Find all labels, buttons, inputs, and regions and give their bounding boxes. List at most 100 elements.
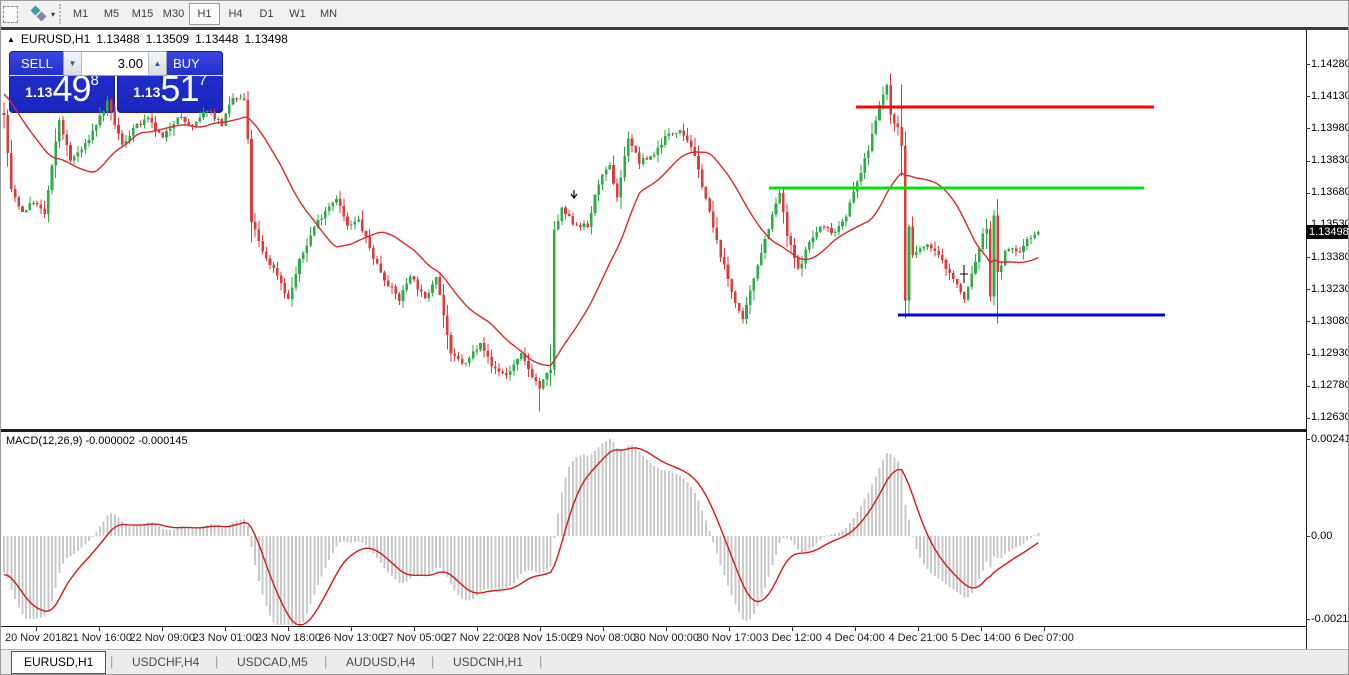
buy-panel[interactable]: BUY 1.13517 — [117, 51, 223, 113]
tf-button-M5[interactable]: M5 — [103, 8, 120, 20]
price-axis-label: 1.13830 — [1311, 154, 1349, 167]
time-axis-label: 30 Nov 00:00 — [633, 632, 699, 644]
arrow-down-object — [570, 190, 578, 199]
sell-button[interactable]: SELL — [9, 53, 77, 76]
price-axis-label: 1.13380 — [1311, 250, 1349, 263]
cross-object — [960, 265, 968, 283]
price-axis-tick — [1306, 64, 1310, 65]
time-axis-label: 22 Nov 09:00 — [129, 632, 195, 644]
time-axis-tick — [1044, 626, 1045, 631]
indicator-diamond-gray — [36, 11, 47, 22]
ohlc-high: 1.13509 — [145, 32, 190, 46]
price-axis-line — [1306, 30, 1307, 649]
price-axis-tick — [1306, 257, 1310, 259]
time-axis-tick — [414, 626, 415, 631]
price-axis-tick — [1306, 321, 1310, 323]
macd-indicator-chart[interactable] — [1, 434, 1306, 626]
chart-header: ▲ EURUSD,H1 1.13488 1.13509 1.13448 1.13498 — [7, 32, 294, 46]
tf-button-D1[interactable]: D1 — [259, 8, 274, 20]
macd-axis-label: 0.00 — [1311, 529, 1333, 542]
chart-tab-usdcadm5[interactable]: USDCAD,M5 — [237, 655, 308, 669]
tf-button-M15[interactable]: M15 — [131, 8, 154, 20]
time-axis-tick — [729, 626, 730, 631]
tab-separator: | — [110, 654, 114, 669]
buy-price-sup: 7 — [198, 72, 207, 89]
time-axis-label: 23 Nov 01:00 — [192, 632, 258, 644]
tab-separator: | — [215, 654, 219, 669]
time-axis-tick — [225, 626, 226, 631]
time-axis-tick — [288, 626, 289, 631]
time-axis-tick — [603, 626, 604, 631]
time-axis-tick — [36, 626, 37, 631]
time-axis-label: 4 Dec 21:00 — [888, 632, 948, 644]
toolbar-divider — [1, 27, 1348, 30]
price-axis-tick — [1306, 353, 1310, 355]
time-axis-tick — [855, 626, 856, 631]
tab-separator: | — [539, 654, 543, 669]
price-axis-tick — [1306, 289, 1310, 291]
price-axis-tick — [1306, 160, 1310, 162]
chart-tab-audusdh4[interactable]: AUDUSD,H4 — [346, 655, 416, 669]
time-axis-tick — [540, 626, 541, 631]
time-axis-tick — [477, 626, 478, 631]
tf-button-H1[interactable]: H1 — [189, 3, 220, 25]
price-axis-tick — [1306, 96, 1310, 98]
chart-title: EURUSD,H1 — [20, 32, 91, 46]
price-axis-label: 1.12630 — [1311, 411, 1349, 424]
ohlc-open: 1.13488 — [96, 32, 140, 46]
tf-button-M30[interactable]: M30 — [162, 8, 185, 20]
chart-shift-icon[interactable] — [3, 6, 18, 23]
moving-average-line — [3, 93, 1039, 367]
tab-separator: | — [324, 654, 328, 669]
ohlc-low: 1.13448 — [195, 32, 239, 46]
price-axis-label: 1.14130 — [1311, 89, 1349, 102]
time-axis-tick — [792, 626, 793, 631]
time-axis-label: 27 Nov 22:00 — [444, 632, 510, 644]
tf-button-MN[interactable]: MN — [319, 8, 338, 20]
buy-price-small: 1.13 — [133, 84, 161, 100]
price-axis-label: 1.13230 — [1311, 282, 1349, 295]
macd-indicator-label: MACD(12,26,9) -0.000002 -0.000145 — [6, 435, 188, 447]
chevron-down-icon[interactable]: ▾ — [51, 10, 56, 19]
time-axis-tick — [918, 626, 919, 631]
current-price-badge: 1.13498 — [1306, 225, 1348, 239]
time-axis-label: 20 Nov 2018 — [5, 632, 68, 644]
time-axis-tick — [351, 626, 352, 631]
chart-tab-bar: EURUSD,H1 | USDCHF,H4 | USDCAD,M5 | AUDUSD,H4 |… — [1, 650, 1348, 674]
indicators-icon[interactable] — [29, 5, 49, 22]
timeframe-buttons: M1 M5 M15 M30 H1 H4 D1 W1 MN — [65, 3, 344, 25]
price-axis-label: 1.14280 — [1311, 57, 1349, 70]
price-axis-label: 1.12780 — [1311, 379, 1349, 392]
price-axis-label: 1.12930 — [1311, 347, 1349, 360]
chart-tab-usdcnhh1[interactable]: USDCNH,H1 — [453, 655, 524, 669]
buy-button[interactable]: BUY — [159, 53, 223, 76]
macd-axis-label: -0.002108 — [1311, 612, 1349, 625]
time-axis-label: 3 Dec 12:00 — [762, 632, 822, 644]
volume-increase-button[interactable]: ▲ — [148, 52, 166, 75]
time-axis-label: 26 Nov 13:00 — [318, 632, 384, 644]
time-axis-label: 27 Nov 05:00 — [381, 632, 447, 644]
main-price-chart[interactable] — [1, 30, 1306, 429]
macd-axis-tick — [1306, 536, 1310, 537]
time-axis-label: 21 Nov 16:00 — [66, 632, 132, 644]
ohlc-close: 1.13498 — [244, 32, 288, 46]
collapse-panel-icon[interactable]: ▲ — [7, 35, 15, 44]
tf-button-H4[interactable]: H4 — [228, 8, 243, 20]
pane-divider[interactable] — [1, 429, 1306, 432]
volume-input[interactable]: 3.00 — [117, 56, 143, 71]
volume-decrease-button[interactable]: ▼ — [64, 52, 82, 75]
time-axis-label: 4 Dec 04:00 — [825, 632, 885, 644]
price-axis-label: 1.13680 — [1311, 186, 1349, 199]
price-axis-tick — [1306, 417, 1310, 419]
tf-button-M1[interactable]: M1 — [72, 8, 89, 20]
tab-separator: | — [431, 654, 435, 669]
chart-tab-usdchfh4[interactable]: USDCHF,H4 — [132, 655, 200, 669]
macd-axis-tick — [1306, 619, 1310, 620]
tf-button-W1[interactable]: W1 — [289, 8, 306, 20]
chart-tab-eurusdh1[interactable]: EURUSD,H1 — [11, 651, 107, 674]
time-axis-tick — [162, 626, 163, 631]
buy-price: 1.13517 — [117, 68, 223, 110]
macd-signal-line — [3, 447, 1039, 626]
one-click-trading-panel: SELL 1.13498 BUY 1.13517 ▼ 3.00 ▲ — [9, 51, 223, 113]
macd-axis-label: 0.002419 — [1311, 432, 1348, 445]
